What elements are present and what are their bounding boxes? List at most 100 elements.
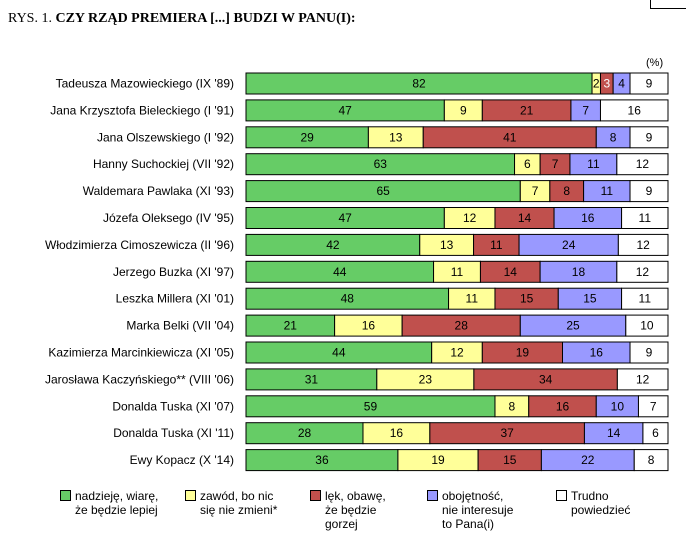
bar-segment [629,126,669,149]
data-label: 9 [646,184,653,198]
bar-segment [599,99,669,122]
data-label: 13 [440,238,454,252]
legend-swatch [185,490,196,501]
data-label: 10 [611,399,625,413]
data-label: 15 [503,453,517,467]
bar-segment [621,287,669,310]
data-label: 36 [315,453,329,467]
data-label: 21 [520,103,534,117]
data-label: 11 [639,211,652,225]
data-label: 44 [333,265,347,279]
legend-label: nadzieję, wiarę, że będzie lepiej [75,489,159,517]
data-label: 14 [607,426,621,440]
data-label: 3 [603,77,610,91]
data-label: 41 [503,130,517,144]
data-label: 8 [648,453,655,467]
legend-swatch [427,490,438,501]
data-label: 15 [520,292,534,306]
data-label: 16 [590,346,604,360]
data-label: 24 [562,238,576,252]
data-label: 16 [628,103,642,117]
category-label: Hanny Suchockiej (VII '92) [93,157,234,171]
bar-segment [616,368,669,391]
category-label: Jerzego Buzka (XI '97) [113,265,234,279]
legend-label: obojętność, nie interesuje to Pana(i) [442,489,514,531]
bar-segment [625,314,669,337]
data-label: 7 [552,157,559,171]
data-label: 9 [460,103,467,117]
data-label: 9 [646,130,653,144]
data-label: 25 [566,319,580,333]
data-label: 16 [581,211,595,225]
legend-swatch [60,490,71,501]
data-label: 48 [341,292,355,306]
bar-segment [621,207,669,229]
bar-segment [633,449,669,472]
data-label: 11 [639,292,652,306]
category-label: Ewy Kopacz (X '14) [130,453,234,467]
legend-label: Trudno powiedzieć [571,489,631,517]
data-label: 16 [362,319,376,333]
legend-swatch [310,490,321,501]
category-label: Kazimierza Marcinkiewicza (XI '05) [48,346,234,360]
data-label: 11 [466,292,479,306]
data-label: 82 [412,77,426,91]
data-label: 29 [301,130,315,144]
legend-label: lęk, obawę, że będzie gorzej [325,489,386,531]
data-label: 16 [556,399,570,413]
title-prefix: RYS. 1. [8,11,52,26]
data-label: 19 [431,453,445,467]
category-label: Leszka Millera (XI '01) [116,292,234,306]
data-label: 12 [636,372,650,386]
category-label: Tadeusza Mazowieckiego (IX '89) [56,77,234,91]
title-main: CZY RZĄD PREMIERA [...] BUDZI W PANU(I): [55,11,356,26]
category-label: Donalda Tuska (XI '11) [113,426,234,440]
data-label: 21 [284,319,298,333]
data-label: 16 [390,426,404,440]
data-label: 42 [326,238,340,252]
data-label: 28 [455,319,469,333]
data-label: 47 [338,103,352,117]
corner-frame [650,0,686,9]
category-label: Waldemara Pawlaka (XI '93) [83,184,234,198]
data-label: 9 [646,77,653,91]
data-label: 31 [305,372,319,386]
bar-segment [629,72,669,95]
data-label: 11 [587,157,600,171]
bar-segment [637,395,669,418]
data-label: 6 [524,157,531,171]
category-label: Jana Krzysztofa Bieleckiego (I '91) [50,103,234,117]
category-label: Józefa Oleksego (IV '95) [103,211,234,225]
data-label: 8 [509,399,516,413]
bar-segment [642,422,669,445]
bar-segment [629,341,669,364]
chart-title: RYS. 1. CZY RZĄD PREMIERA [...] BUDZI W … [8,11,356,27]
data-label: 59 [364,399,378,413]
bar-segment [629,180,669,203]
data-label: 2 [593,77,600,91]
data-label: 7 [650,399,657,413]
data-label: 18 [572,265,586,279]
data-label: 19 [516,346,530,360]
data-label: 13 [389,130,403,144]
data-label: 8 [563,184,570,198]
data-label: 12 [636,157,650,171]
data-label: 12 [450,346,464,360]
data-label: 10 [640,319,654,333]
data-label: 7 [532,184,539,198]
data-label: 11 [601,184,614,198]
category-label: Jana Olszewskiego (I '92) [97,130,234,144]
bar-segment [617,233,669,256]
data-label: 37 [500,426,514,440]
data-label: 14 [518,211,532,225]
category-label: Jarosława Kaczyńskiego** (VIII '06) [45,372,234,386]
legend-swatch [556,490,567,501]
data-label: 47 [338,211,352,225]
data-label: 8 [610,130,617,144]
legend-label: zawód, bo nic się nie zmieni* [200,489,278,517]
data-label: 9 [646,346,653,360]
data-label: 15 [583,292,597,306]
data-label: 6 [652,426,659,440]
data-label: 28 [298,426,312,440]
